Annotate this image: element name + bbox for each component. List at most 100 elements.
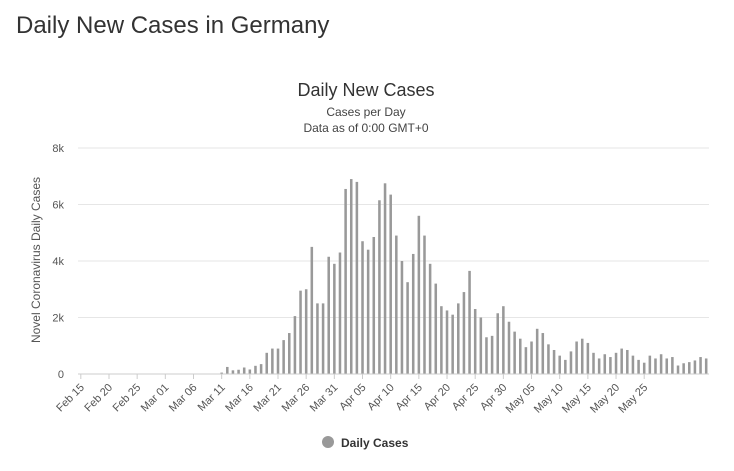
bar[interactable]: [620, 348, 623, 374]
bar[interactable]: [361, 241, 364, 374]
bar[interactable]: [462, 292, 466, 374]
bar[interactable]: [226, 366, 229, 374]
x-tick-label: Feb 15: [54, 382, 87, 415]
bar[interactable]: [423, 235, 426, 374]
bar[interactable]: [434, 283, 438, 374]
bar[interactable]: [473, 309, 477, 374]
bar[interactable]: [304, 289, 308, 374]
bar[interactable]: [366, 249, 370, 374]
x-tick-label: May 20: [588, 382, 622, 416]
bar[interactable]: [389, 194, 392, 374]
bar[interactable]: [586, 342, 590, 374]
bar[interactable]: [479, 317, 483, 375]
bar[interactable]: [299, 290, 302, 374]
bar[interactable]: [349, 179, 353, 374]
chart-subtitle-2: Data as of 0:00 GMT+0: [303, 121, 428, 135]
bar[interactable]: [445, 310, 449, 374]
bar[interactable]: [564, 359, 567, 375]
bar[interactable]: [242, 367, 246, 375]
x-tick-label: Mar 01: [139, 382, 172, 415]
legend[interactable]: Daily Cases: [322, 436, 409, 450]
bar[interactable]: [417, 215, 421, 374]
bar[interactable]: [626, 349, 629, 374]
bar[interactable]: [288, 333, 291, 374]
bar[interactable]: [293, 316, 297, 374]
bar[interactable]: [316, 303, 319, 375]
bar[interactable]: [282, 340, 285, 374]
bar[interactable]: [648, 355, 652, 374]
bar[interactable]: [457, 303, 460, 375]
bar[interactable]: [513, 331, 516, 375]
bar[interactable]: [552, 349, 556, 374]
bar[interactable]: [451, 314, 454, 374]
bar[interactable]: [519, 338, 522, 374]
bar[interactable]: [575, 341, 578, 374]
bar[interactable]: [428, 263, 432, 374]
bar[interactable]: [535, 328, 539, 374]
bar[interactable]: [569, 351, 573, 374]
bar[interactable]: [671, 357, 674, 374]
bar[interactable]: [507, 321, 511, 374]
bar[interactable]: [220, 372, 223, 374]
bar[interactable]: [378, 200, 381, 374]
bar[interactable]: [496, 313, 499, 374]
bar[interactable]: [502, 306, 505, 374]
bar[interactable]: [338, 252, 342, 374]
bar[interactable]: [637, 359, 640, 375]
bar[interactable]: [485, 337, 488, 374]
x-tick-label: Feb 25: [111, 382, 144, 415]
bar[interactable]: [254, 365, 257, 374]
bar[interactable]: [237, 369, 240, 374]
bar[interactable]: [321, 303, 325, 375]
bar[interactable]: [676, 365, 680, 374]
bar[interactable]: [558, 355, 561, 374]
bar[interactable]: [704, 358, 708, 374]
bar[interactable]: [665, 358, 669, 374]
bar[interactable]: [642, 362, 646, 374]
bar[interactable]: [659, 354, 663, 374]
x-tick-label: Mar 06: [167, 382, 200, 415]
bar[interactable]: [372, 236, 376, 374]
bar[interactable]: [609, 357, 612, 374]
bar[interactable]: [631, 355, 635, 374]
legend-label: Daily Cases: [341, 436, 409, 450]
x-tick-label: Apr 05: [337, 382, 368, 413]
bar[interactable]: [547, 344, 550, 374]
bar[interactable]: [592, 352, 595, 374]
bar[interactable]: [411, 253, 415, 374]
bar[interactable]: [344, 188, 347, 374]
bar[interactable]: [580, 338, 584, 374]
bar[interactable]: [400, 261, 404, 374]
bar[interactable]: [355, 181, 359, 374]
bar[interactable]: [693, 360, 697, 374]
bar[interactable]: [682, 363, 685, 374]
bar[interactable]: [271, 348, 274, 374]
bar[interactable]: [541, 333, 545, 374]
bar[interactable]: [310, 246, 314, 375]
bar[interactable]: [468, 270, 471, 374]
bar[interactable]: [276, 348, 280, 374]
bar[interactable]: [654, 358, 657, 374]
bar[interactable]: [395, 235, 398, 374]
bar[interactable]: [327, 256, 330, 374]
bar[interactable]: [597, 358, 601, 374]
bar[interactable]: [259, 364, 263, 374]
bar[interactable]: [265, 352, 269, 374]
bar[interactable]: [333, 263, 336, 374]
bar[interactable]: [231, 370, 235, 374]
bar[interactable]: [603, 354, 607, 374]
bars: [220, 179, 708, 375]
bar[interactable]: [530, 341, 533, 374]
bar[interactable]: [383, 183, 387, 374]
bar[interactable]: [524, 347, 528, 374]
x-tick-label: Mar 16: [223, 382, 256, 415]
bar[interactable]: [248, 369, 252, 374]
page-title: Daily New Cases in Germany: [16, 12, 330, 39]
bar[interactable]: [406, 282, 409, 374]
bar[interactable]: [490, 335, 494, 374]
bar[interactable]: [440, 306, 443, 374]
x-tick-label: May 10: [532, 382, 566, 416]
bar[interactable]: [688, 362, 691, 374]
bar[interactable]: [614, 352, 618, 374]
bar[interactable]: [699, 357, 702, 374]
